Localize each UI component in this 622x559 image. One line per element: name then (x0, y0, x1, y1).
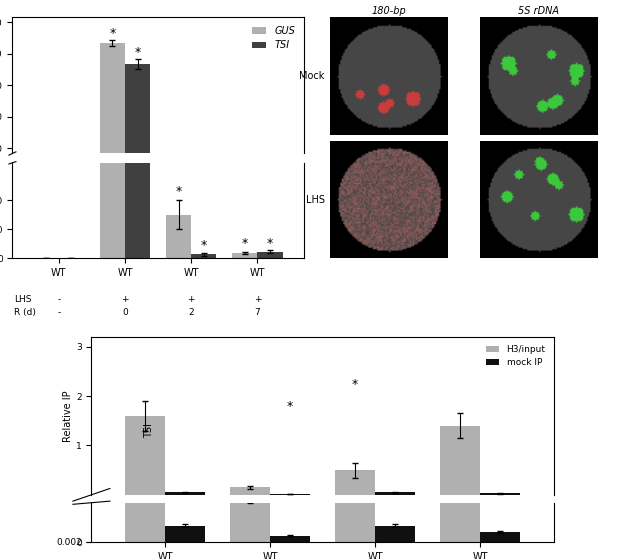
Bar (258, 252, 282, 258)
Bar (335, 377, 375, 542)
Text: TSI: TSI (144, 423, 154, 438)
Bar (125, 64, 150, 180)
Bar (125, 16, 165, 542)
Text: *: * (175, 184, 182, 197)
Bar (165, 526, 205, 542)
Text: -: - (57, 308, 60, 318)
Bar (125, 416, 165, 495)
Legend: H3/input, mock IP: H3/input, mock IP (482, 342, 549, 371)
Legend: GUS, TSI: GUS, TSI (248, 22, 299, 54)
Text: *: * (242, 238, 248, 250)
Bar (375, 492, 415, 495)
Text: 0: 0 (122, 308, 128, 318)
Bar (230, 487, 270, 495)
Bar (480, 494, 520, 495)
Text: -: - (57, 295, 60, 304)
Text: 2: 2 (188, 308, 194, 318)
Text: *: * (267, 237, 273, 250)
Text: R (d): R (d) (14, 308, 35, 318)
Bar (440, 426, 480, 495)
Text: *: * (287, 400, 293, 413)
Bar (165, 492, 205, 495)
Text: +: + (254, 295, 261, 304)
Bar (100, 0, 125, 258)
Text: *: * (201, 239, 207, 252)
Y-axis label: LHS: LHS (306, 195, 325, 205)
Bar (440, 81, 480, 542)
Title: 5S rDNA: 5S rDNA (518, 6, 559, 16)
Y-axis label: Relative IP: Relative IP (63, 390, 73, 442)
Bar (100, 43, 125, 180)
Bar (270, 494, 310, 495)
Bar (375, 526, 415, 542)
Bar (230, 493, 270, 542)
Y-axis label: Mock: Mock (299, 71, 325, 80)
Bar (125, 0, 150, 258)
Bar (166, 215, 191, 258)
Text: LHS: LHS (14, 295, 31, 304)
Text: +: + (187, 295, 195, 304)
Bar (191, 254, 216, 258)
Text: *: * (134, 46, 141, 59)
Bar (232, 253, 258, 258)
Text: *: * (352, 378, 358, 391)
Text: 7: 7 (254, 308, 260, 318)
Bar (270, 536, 310, 542)
Title: 180-bp: 180-bp (372, 6, 407, 16)
Bar (335, 470, 375, 495)
Text: *: * (109, 27, 116, 40)
Text: +: + (121, 295, 129, 304)
Bar (166, 179, 191, 180)
Bar (480, 532, 520, 542)
